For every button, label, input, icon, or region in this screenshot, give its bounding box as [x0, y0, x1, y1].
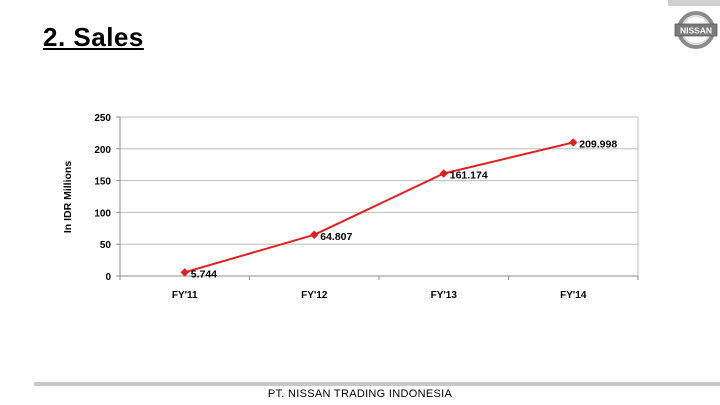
y-tick-label: 0 [105, 272, 111, 283]
footer-text: PT. NISSAN TRADING INDONESIA [267, 388, 453, 400]
y-axis-label: In IDR Millions [62, 161, 74, 233]
y-tick-label: 250 [94, 113, 111, 124]
nissan-logo-icon: NISSAN [674, 11, 718, 49]
data-point [439, 169, 448, 178]
x-tick-label: FY'12 [301, 290, 328, 301]
nissan-logo: NISSAN [668, 0, 720, 60]
series-line [184, 141, 574, 274]
data-label: 161.174 [450, 169, 488, 181]
logo-bar [668, 0, 720, 6]
x-tick-label: FY'11 [172, 290, 198, 301]
y-tick-label: 100 [94, 208, 111, 219]
data-label: 209.998 [579, 138, 617, 150]
data-point [310, 230, 319, 240]
data-point [180, 268, 189, 277]
data-point [569, 138, 578, 147]
y-tick-label: 150 [94, 177, 111, 188]
data-label: 5.744 [191, 268, 217, 280]
data-label: 64.807 [320, 231, 352, 243]
y-tick-label: 50 [100, 240, 112, 251]
x-tick-label: FY'13 [431, 290, 458, 301]
footer-rule [34, 382, 720, 386]
y-tick-label: 200 [94, 145, 111, 156]
slide-title: 2. Sales [43, 22, 144, 52]
logo-text: NISSAN [680, 26, 712, 36]
x-tick-label: FY'14 [560, 290, 587, 301]
